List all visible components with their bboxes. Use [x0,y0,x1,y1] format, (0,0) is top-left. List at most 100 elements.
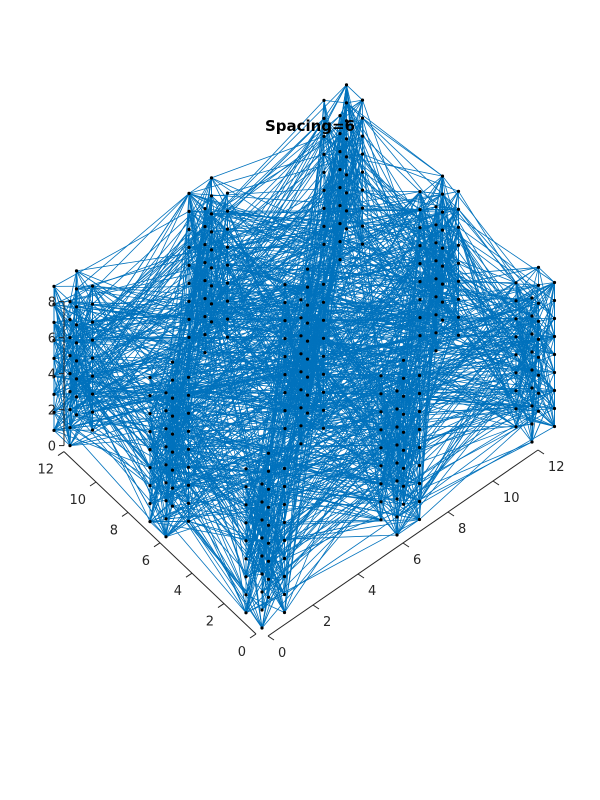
graph-edge [380,501,398,536]
graph-node [90,338,95,342]
graph-node [209,320,214,324]
graph-edge [76,300,228,380]
graph-node [186,393,191,397]
graph-node [321,372,326,376]
graph-node [187,335,191,339]
graph-edge [76,193,190,308]
graph-node [536,283,541,287]
graph-node [530,368,534,372]
graph-edge [76,414,247,614]
graph-edge [362,99,421,264]
graph-edge [69,270,77,392]
graph-edge [211,193,443,233]
graph-edge [538,267,555,283]
graph-edge [165,470,269,538]
graph-node [244,521,248,525]
graph-node [186,411,191,415]
graph-node [395,389,399,393]
graph-node [417,517,422,522]
graph-node [418,334,422,338]
graph-edge [149,193,443,450]
graph-node [514,389,518,393]
graph-node [74,305,79,309]
graph-edge [165,428,247,613]
graph-node [338,222,342,226]
graph-node [536,265,541,269]
graph-node [514,281,518,285]
graph-edge [53,244,325,377]
graph-edge [188,210,347,212]
graph-edge [323,154,459,246]
graph-edge [458,227,533,425]
graph-edge [165,334,206,394]
graph-node [170,450,175,454]
graph-edge [458,209,555,319]
graph-node [244,485,248,489]
graph-node [164,463,168,467]
graph-edge [346,120,421,318]
graph-edge [300,390,517,427]
graph-node [321,336,326,340]
graph-edge [188,208,459,284]
graph-node [514,371,518,375]
graph-node [225,335,230,339]
graph-node [170,378,175,382]
graph-node [360,224,365,228]
graph-node [344,83,349,87]
graph-edge [53,280,206,341]
graph-node [225,281,230,285]
graph-node [305,285,310,289]
axes: 0 2 4 6 8 10 12 0 2 4 6 8 10 12 0 2 4 6 8 [37,296,564,661]
graph-edge [419,411,539,520]
graph-node [282,520,287,525]
graph-node [170,504,175,508]
graph-node [74,323,79,327]
graph-node [338,168,342,172]
x-tick-mark [492,480,500,486]
graph-edge [53,213,212,431]
graph-node [552,298,557,303]
graph-node [186,447,191,451]
graph-edge [442,175,555,319]
graph-edge [362,117,421,318]
graph-edge [211,303,437,334]
graph-node [434,277,438,281]
graph-node [74,341,79,345]
graph-edge [531,372,555,425]
graph-node [203,225,207,229]
graph-node [187,317,191,321]
graph-node [282,592,287,597]
graph-node [244,503,248,507]
graph-node [52,302,56,306]
graph-node [536,391,541,395]
graph-edge [362,171,421,336]
graph-edge [227,171,363,302]
graph-node [530,332,534,336]
x-tick-mark [357,573,365,579]
graph-edge [69,270,77,302]
graph-node [514,425,518,429]
graph-edge [53,340,173,507]
graph-edge [300,425,420,448]
graph-edge [188,265,286,429]
graph-edge [227,282,437,316]
graph-edge [53,430,71,446]
graph-edge [76,324,324,429]
graph-node [395,461,399,465]
chart-title: Spacing=6 [265,117,355,135]
graph-node [170,468,175,472]
graph-node [225,209,230,213]
graph-edge [261,428,286,611]
graph-edge [323,102,347,191]
graph-edge [149,426,398,522]
graph-edge [362,189,443,231]
graph-edge [69,301,93,323]
graph-node [401,394,406,398]
graph-node [417,445,422,450]
graph-edge [538,267,555,337]
graph-node [266,523,271,527]
graph-edge [172,409,324,417]
graph-node [187,299,191,303]
graph-node [360,188,365,192]
